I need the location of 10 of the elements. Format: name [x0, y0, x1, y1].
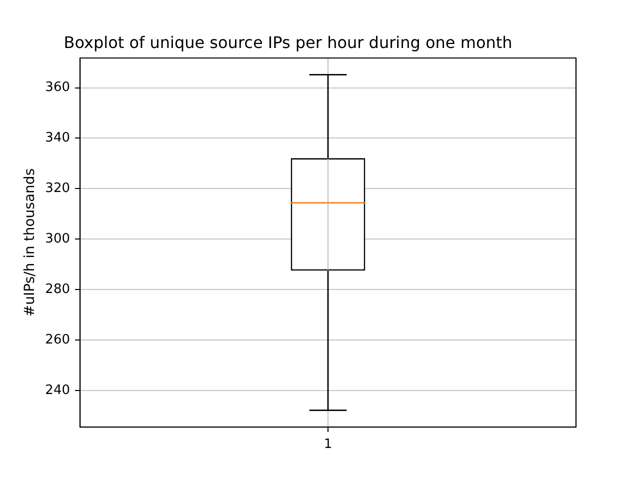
y-tick-label: 340 — [45, 130, 70, 146]
y-tick-label: 240 — [45, 382, 70, 398]
y-axis-title: #uIPs/h in thousands — [22, 168, 38, 317]
y-tick-label: 300 — [45, 231, 70, 246]
y-tick-label: 260 — [45, 332, 70, 348]
chart-title: Boxplot of unique source IPs per hour during one month — [64, 32, 512, 52]
y-tick-label: 280 — [45, 282, 70, 297]
y-tick-label: 320 — [45, 181, 70, 196]
y-tick-label: 360 — [45, 80, 70, 96]
x-tick-label: 1 — [324, 437, 332, 452]
